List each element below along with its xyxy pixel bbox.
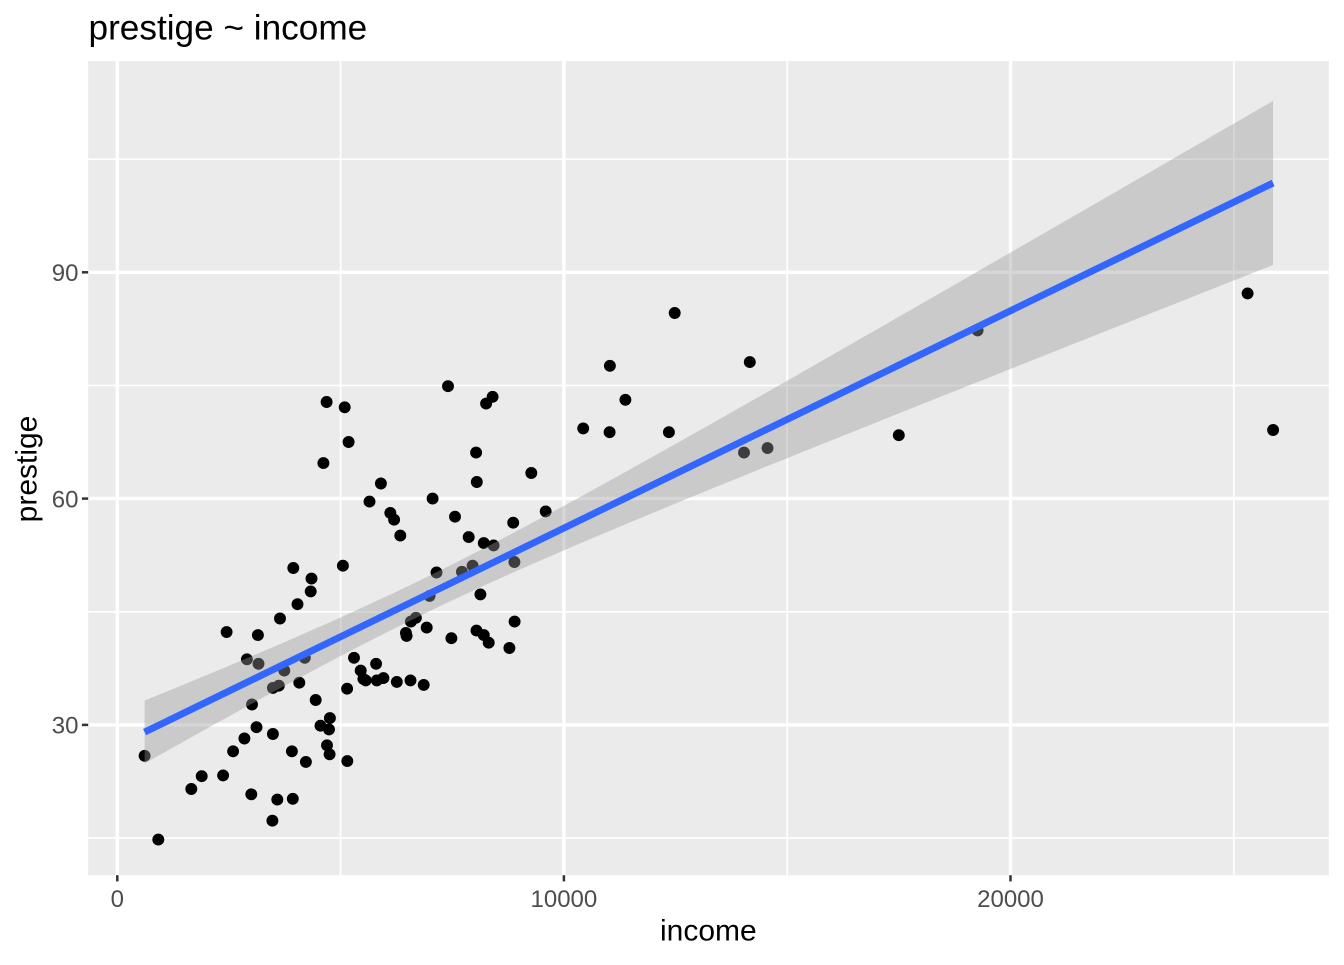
- svg-text:90: 90: [52, 260, 79, 287]
- svg-text:0: 0: [111, 886, 124, 913]
- svg-text:prestige: prestige: [11, 416, 44, 523]
- svg-text:10000: 10000: [531, 886, 598, 913]
- svg-text:income: income: [660, 915, 757, 948]
- svg-text:prestige ~ income: prestige ~ income: [89, 8, 368, 47]
- svg-text:20000: 20000: [977, 886, 1044, 913]
- svg-text:30: 30: [52, 713, 79, 740]
- svg-text:60: 60: [52, 486, 79, 513]
